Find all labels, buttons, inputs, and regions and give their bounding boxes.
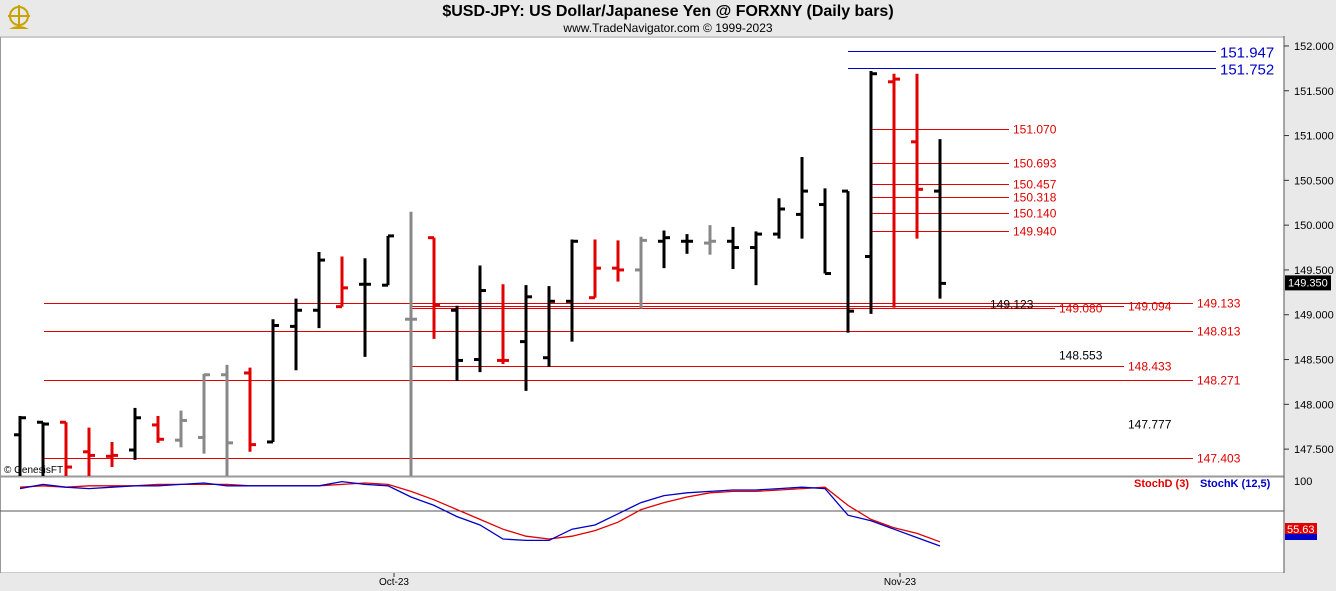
ohlc-bar bbox=[83, 427, 95, 476]
ohlc-bar bbox=[152, 415, 164, 443]
ohlc-bar bbox=[336, 256, 348, 309]
ohlc-bar bbox=[796, 157, 808, 239]
level-label-148.813: 148.813 bbox=[1197, 325, 1241, 339]
ohlc-bar bbox=[658, 230, 670, 269]
ohlc-bar bbox=[543, 286, 555, 367]
ohlc-bar bbox=[842, 189, 854, 333]
ohlc-bar bbox=[911, 73, 923, 239]
y-tick-label: 150.500 bbox=[1294, 175, 1334, 187]
ohlc-bar bbox=[819, 188, 831, 276]
stochastic-panel: StochD (3) StochK (12,5) 100 55.63 bbox=[0, 476, 1317, 547]
stoch-line-blue bbox=[19, 480, 941, 547]
level-label-151.070: 151.070 bbox=[1013, 123, 1057, 137]
y-tick-label: 149.500 bbox=[1294, 265, 1334, 277]
y-tick-label: 148.000 bbox=[1294, 399, 1334, 411]
ohlc-bar bbox=[865, 71, 877, 314]
ohlc-bar bbox=[175, 410, 187, 448]
y-tick-label: 147.500 bbox=[1294, 444, 1334, 456]
axis-background bbox=[1284, 36, 1336, 591]
ohlc-bar bbox=[37, 420, 49, 476]
ship-wheel-logo-icon bbox=[8, 5, 30, 29]
y-tick-label: 151.500 bbox=[1294, 86, 1334, 98]
y-tick-label: 148.500 bbox=[1294, 355, 1334, 367]
y-tick-label: 150.000 bbox=[1294, 220, 1334, 232]
ohlc-bar bbox=[129, 407, 141, 460]
legend-stoch-d: StochD (3) bbox=[1134, 478, 1189, 490]
ohlc-bar bbox=[14, 415, 26, 476]
ohlc-bar bbox=[382, 234, 394, 287]
stoch-d-last-box bbox=[1285, 523, 1317, 534]
last-price-label: 149.350 bbox=[1288, 277, 1328, 289]
ohlc-bar bbox=[589, 239, 601, 300]
ohlc-bar bbox=[566, 239, 578, 342]
ohlc-bar bbox=[497, 284, 509, 365]
ohlc-bar bbox=[60, 420, 72, 476]
ohlc-bar bbox=[267, 319, 279, 444]
y-tick-label: 151.000 bbox=[1294, 131, 1334, 143]
y-tick-label: 149.000 bbox=[1294, 310, 1334, 322]
price-axis: 152.000 151.500 151.000 150.500 150.000 149.5… bbox=[1284, 41, 1334, 456]
level-label-148.433: 148.433 bbox=[1128, 360, 1172, 374]
ohlc-bar bbox=[635, 236, 647, 309]
ohlc-bar bbox=[405, 211, 417, 476]
ohlc-bar bbox=[612, 240, 624, 282]
ohlc-bar bbox=[290, 298, 302, 371]
level-label-149.123: 149.123 bbox=[990, 298, 1034, 312]
ohlc-bar bbox=[451, 305, 463, 382]
ohlc-bar bbox=[934, 139, 946, 299]
last-price-box bbox=[1285, 275, 1331, 291]
level-label-147.403: 147.403 bbox=[1197, 452, 1241, 466]
ohlc-bar bbox=[727, 226, 739, 270]
level-label-148.553: 148.553 bbox=[1059, 349, 1103, 363]
legend-stoch-k: StochK (12,5) bbox=[1200, 478, 1271, 490]
ohlc-bar bbox=[106, 441, 118, 468]
stoch-panel-border bbox=[0, 476, 1285, 574]
level-label-150.318: 150.318 bbox=[1013, 191, 1057, 205]
ohlc-bar bbox=[428, 236, 440, 339]
y-tick-label: 152.000 bbox=[1294, 41, 1334, 53]
level-label-150.140: 150.140 bbox=[1013, 207, 1057, 221]
level-label-151.752: 151.752 bbox=[1220, 62, 1274, 79]
level-label-150.457: 150.457 bbox=[1013, 178, 1057, 192]
level-label-149.080: 149.080 bbox=[1059, 302, 1103, 316]
date-axis: Oct-23 Nov-23 bbox=[379, 573, 917, 588]
ohlc-bar bbox=[520, 285, 532, 391]
level-label-150.693: 150.693 bbox=[1013, 157, 1057, 171]
ohlc-bar bbox=[359, 258, 371, 357]
ohlc-bar bbox=[198, 373, 210, 454]
ohlc-bar bbox=[474, 265, 486, 373]
chart-subtitle: www.TradeNavigator.com © 1999-2023 bbox=[563, 21, 773, 35]
stoch-y-tick-label: 100 bbox=[1294, 476, 1312, 488]
x-tick-label: Nov-23 bbox=[884, 577, 917, 588]
stoch-k-last-box bbox=[1285, 532, 1317, 540]
ohlc-bar bbox=[888, 73, 900, 308]
level-label-149.094: 149.094 bbox=[1128, 300, 1172, 314]
x-tick-label: Oct-23 bbox=[379, 577, 409, 588]
ohlc-bar bbox=[773, 198, 785, 239]
ohlc-bar bbox=[681, 234, 693, 254]
ohlc-bar bbox=[704, 225, 716, 255]
chart-frame bbox=[0, 36, 1336, 591]
watermark: © GenesisFT bbox=[4, 465, 63, 476]
ohlc-bar bbox=[750, 231, 762, 286]
level-label-148.271: 148.271 bbox=[1197, 374, 1241, 388]
ohlc-bar bbox=[221, 364, 233, 476]
level-label-149.940: 149.940 bbox=[1013, 225, 1057, 239]
ohlc-bar bbox=[244, 367, 256, 452]
level-label-151.947: 151.947 bbox=[1220, 45, 1274, 62]
chart-title: $USD-JPY: US Dollar/Japanese Yen @ FORXN… bbox=[442, 3, 894, 20]
ohlc-bar bbox=[313, 252, 325, 329]
date-axis-background bbox=[0, 573, 1284, 591]
stoch-d-last-label: 55.63 bbox=[1287, 524, 1315, 536]
level-label-147.777: 147.777 bbox=[1128, 418, 1172, 432]
chart-header: $USD-JPY: US Dollar/Japanese Yen @ FORXN… bbox=[0, 0, 1336, 36]
ohlc-bars bbox=[14, 71, 946, 476]
level-label-149.133: 149.133 bbox=[1197, 297, 1241, 311]
